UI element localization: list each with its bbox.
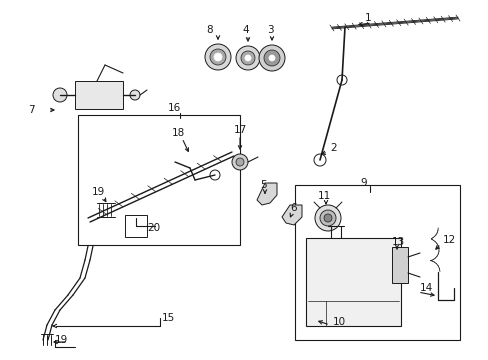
Circle shape — [231, 154, 247, 170]
Text: 9: 9 — [359, 178, 366, 188]
Bar — [294, 185, 459, 340]
Bar — [305, 238, 400, 326]
Text: 14: 14 — [419, 283, 432, 293]
Circle shape — [209, 170, 220, 180]
Text: 10: 10 — [332, 317, 346, 327]
Text: 17: 17 — [234, 125, 247, 135]
Text: 1: 1 — [364, 13, 371, 23]
Bar — [75, 81, 123, 109]
Text: 7: 7 — [28, 105, 35, 115]
Text: 5: 5 — [260, 180, 266, 190]
Circle shape — [241, 51, 254, 65]
Bar — [391, 247, 407, 283]
Circle shape — [259, 45, 285, 71]
Text: 19: 19 — [55, 335, 68, 345]
Circle shape — [268, 55, 274, 61]
Circle shape — [319, 210, 335, 226]
Circle shape — [204, 44, 230, 70]
Text: 8: 8 — [206, 25, 213, 35]
Text: 4: 4 — [242, 25, 249, 35]
Circle shape — [336, 75, 346, 85]
Text: 16: 16 — [168, 103, 181, 113]
Circle shape — [53, 88, 67, 102]
Circle shape — [244, 55, 250, 61]
Text: 13: 13 — [391, 237, 405, 247]
Circle shape — [214, 53, 222, 61]
Circle shape — [209, 49, 225, 65]
Text: 18: 18 — [172, 128, 185, 138]
Text: 6: 6 — [289, 203, 296, 213]
Bar — [125, 215, 147, 237]
Circle shape — [264, 50, 280, 66]
Text: 2: 2 — [329, 143, 336, 153]
Circle shape — [236, 158, 244, 166]
Text: 15: 15 — [162, 313, 175, 323]
Circle shape — [314, 205, 340, 231]
Polygon shape — [282, 205, 302, 225]
Circle shape — [324, 214, 331, 222]
Text: 11: 11 — [317, 191, 330, 201]
Circle shape — [236, 46, 260, 70]
Text: 3: 3 — [266, 25, 273, 35]
Circle shape — [130, 90, 140, 100]
Text: 20: 20 — [147, 223, 160, 233]
Polygon shape — [257, 183, 276, 205]
Text: 19: 19 — [92, 187, 105, 197]
Bar — [78, 115, 240, 245]
Circle shape — [313, 154, 325, 166]
Text: 12: 12 — [442, 235, 455, 245]
